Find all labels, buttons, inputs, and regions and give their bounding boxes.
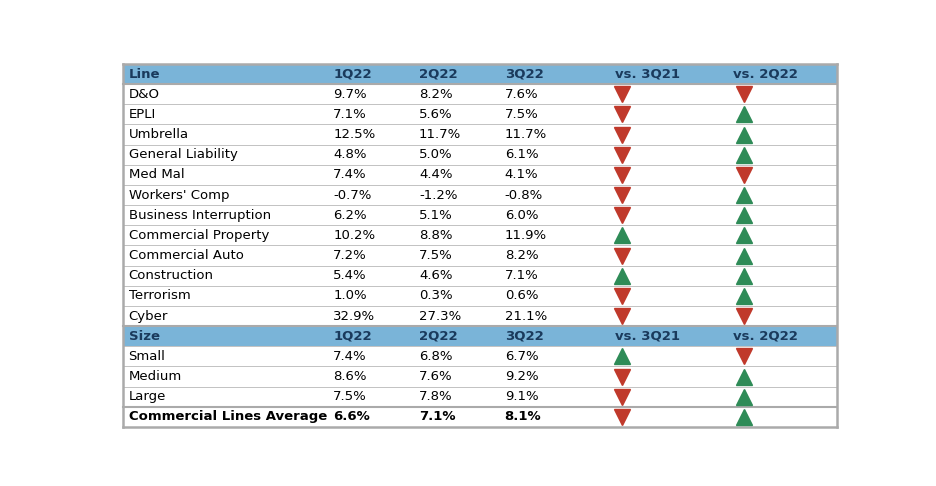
Text: Small: Small bbox=[128, 350, 166, 363]
Text: 11.7%: 11.7% bbox=[505, 128, 547, 141]
Text: Cyber: Cyber bbox=[128, 310, 168, 323]
Text: Workers' Comp: Workers' Comp bbox=[128, 189, 229, 202]
Bar bbox=[123, 84, 837, 104]
Text: 4.8%: 4.8% bbox=[333, 148, 367, 161]
Text: 4.1%: 4.1% bbox=[505, 168, 538, 181]
Text: 11.9%: 11.9% bbox=[505, 229, 547, 242]
Text: -0.8%: -0.8% bbox=[505, 189, 543, 202]
Text: 9.2%: 9.2% bbox=[505, 370, 538, 383]
Bar bbox=[123, 306, 837, 326]
Text: 9.1%: 9.1% bbox=[505, 390, 538, 403]
Text: 2Q22: 2Q22 bbox=[419, 68, 458, 81]
Text: 0.6%: 0.6% bbox=[505, 289, 538, 302]
Text: 6.1%: 6.1% bbox=[505, 148, 538, 161]
Text: 7.5%: 7.5% bbox=[333, 390, 367, 403]
Text: 27.3%: 27.3% bbox=[419, 310, 461, 323]
Text: 7.5%: 7.5% bbox=[419, 249, 453, 262]
Bar bbox=[123, 245, 837, 265]
Bar bbox=[123, 326, 837, 346]
Text: 11.7%: 11.7% bbox=[419, 128, 461, 141]
Text: 8.6%: 8.6% bbox=[333, 370, 367, 383]
Bar bbox=[123, 346, 837, 366]
Text: 8.1%: 8.1% bbox=[505, 410, 541, 423]
Text: Medium: Medium bbox=[128, 370, 182, 383]
Text: Construction: Construction bbox=[128, 269, 213, 282]
Text: Line: Line bbox=[128, 68, 160, 81]
Text: 21.1%: 21.1% bbox=[505, 310, 547, 323]
Text: 1.0%: 1.0% bbox=[333, 289, 367, 302]
Text: Size: Size bbox=[128, 330, 159, 343]
Text: -0.7%: -0.7% bbox=[333, 189, 372, 202]
Text: 3Q22: 3Q22 bbox=[505, 68, 544, 81]
Text: 7.1%: 7.1% bbox=[333, 108, 367, 121]
Bar bbox=[123, 165, 837, 185]
Text: 6.8%: 6.8% bbox=[419, 350, 452, 363]
Text: 8.2%: 8.2% bbox=[419, 87, 453, 101]
Text: 10.2%: 10.2% bbox=[333, 229, 375, 242]
Text: 7.1%: 7.1% bbox=[419, 410, 456, 423]
Bar bbox=[123, 145, 837, 165]
Text: 7.6%: 7.6% bbox=[419, 370, 453, 383]
Text: -1.2%: -1.2% bbox=[419, 189, 458, 202]
Bar bbox=[123, 386, 837, 407]
Text: 8.8%: 8.8% bbox=[419, 229, 452, 242]
Bar bbox=[123, 104, 837, 124]
Bar bbox=[123, 407, 837, 427]
Text: 9.7%: 9.7% bbox=[333, 87, 367, 101]
Text: Commercial Lines Average: Commercial Lines Average bbox=[128, 410, 327, 423]
Text: 6.2%: 6.2% bbox=[333, 208, 367, 222]
Text: 1Q22: 1Q22 bbox=[333, 68, 372, 81]
Text: D&O: D&O bbox=[128, 87, 159, 101]
Text: vs. 2Q22: vs. 2Q22 bbox=[733, 68, 797, 81]
Text: Commercial Auto: Commercial Auto bbox=[128, 249, 243, 262]
Text: vs. 2Q22: vs. 2Q22 bbox=[733, 330, 797, 343]
Text: Business Interruption: Business Interruption bbox=[128, 208, 271, 222]
Text: 6.0%: 6.0% bbox=[505, 208, 538, 222]
Text: 7.8%: 7.8% bbox=[419, 390, 453, 403]
Text: vs. 3Q21: vs. 3Q21 bbox=[615, 68, 680, 81]
Text: 8.2%: 8.2% bbox=[505, 249, 538, 262]
Text: 32.9%: 32.9% bbox=[333, 310, 375, 323]
Text: 6.6%: 6.6% bbox=[333, 410, 370, 423]
Text: Umbrella: Umbrella bbox=[128, 128, 189, 141]
Text: 1Q22: 1Q22 bbox=[333, 330, 372, 343]
Bar bbox=[123, 366, 837, 386]
Text: 5.0%: 5.0% bbox=[419, 148, 453, 161]
Bar bbox=[123, 286, 837, 306]
Text: EPLI: EPLI bbox=[128, 108, 155, 121]
Bar bbox=[123, 205, 837, 226]
Bar bbox=[123, 265, 837, 286]
Text: 7.1%: 7.1% bbox=[505, 269, 538, 282]
Text: vs. 3Q21: vs. 3Q21 bbox=[615, 330, 680, 343]
Text: 7.4%: 7.4% bbox=[333, 350, 367, 363]
Text: 7.4%: 7.4% bbox=[333, 168, 367, 181]
Bar bbox=[123, 226, 837, 245]
Bar bbox=[123, 185, 837, 205]
Text: 0.3%: 0.3% bbox=[419, 289, 453, 302]
Text: 4.6%: 4.6% bbox=[419, 269, 452, 282]
Text: 5.6%: 5.6% bbox=[419, 108, 453, 121]
Text: 7.6%: 7.6% bbox=[505, 87, 538, 101]
Text: 4.4%: 4.4% bbox=[419, 168, 452, 181]
Text: Commercial Property: Commercial Property bbox=[128, 229, 269, 242]
Text: General Liability: General Liability bbox=[128, 148, 238, 161]
Text: Med Mal: Med Mal bbox=[128, 168, 184, 181]
Bar bbox=[123, 64, 837, 84]
Text: 3Q22: 3Q22 bbox=[505, 330, 544, 343]
Text: Large: Large bbox=[128, 390, 166, 403]
Text: 2Q22: 2Q22 bbox=[419, 330, 458, 343]
Text: 6.7%: 6.7% bbox=[505, 350, 538, 363]
Text: 5.1%: 5.1% bbox=[419, 208, 453, 222]
Text: 12.5%: 12.5% bbox=[333, 128, 375, 141]
Text: Terrorism: Terrorism bbox=[128, 289, 190, 302]
Text: 7.5%: 7.5% bbox=[505, 108, 538, 121]
Bar bbox=[123, 124, 837, 145]
Text: 7.2%: 7.2% bbox=[333, 249, 367, 262]
Text: 5.4%: 5.4% bbox=[333, 269, 367, 282]
